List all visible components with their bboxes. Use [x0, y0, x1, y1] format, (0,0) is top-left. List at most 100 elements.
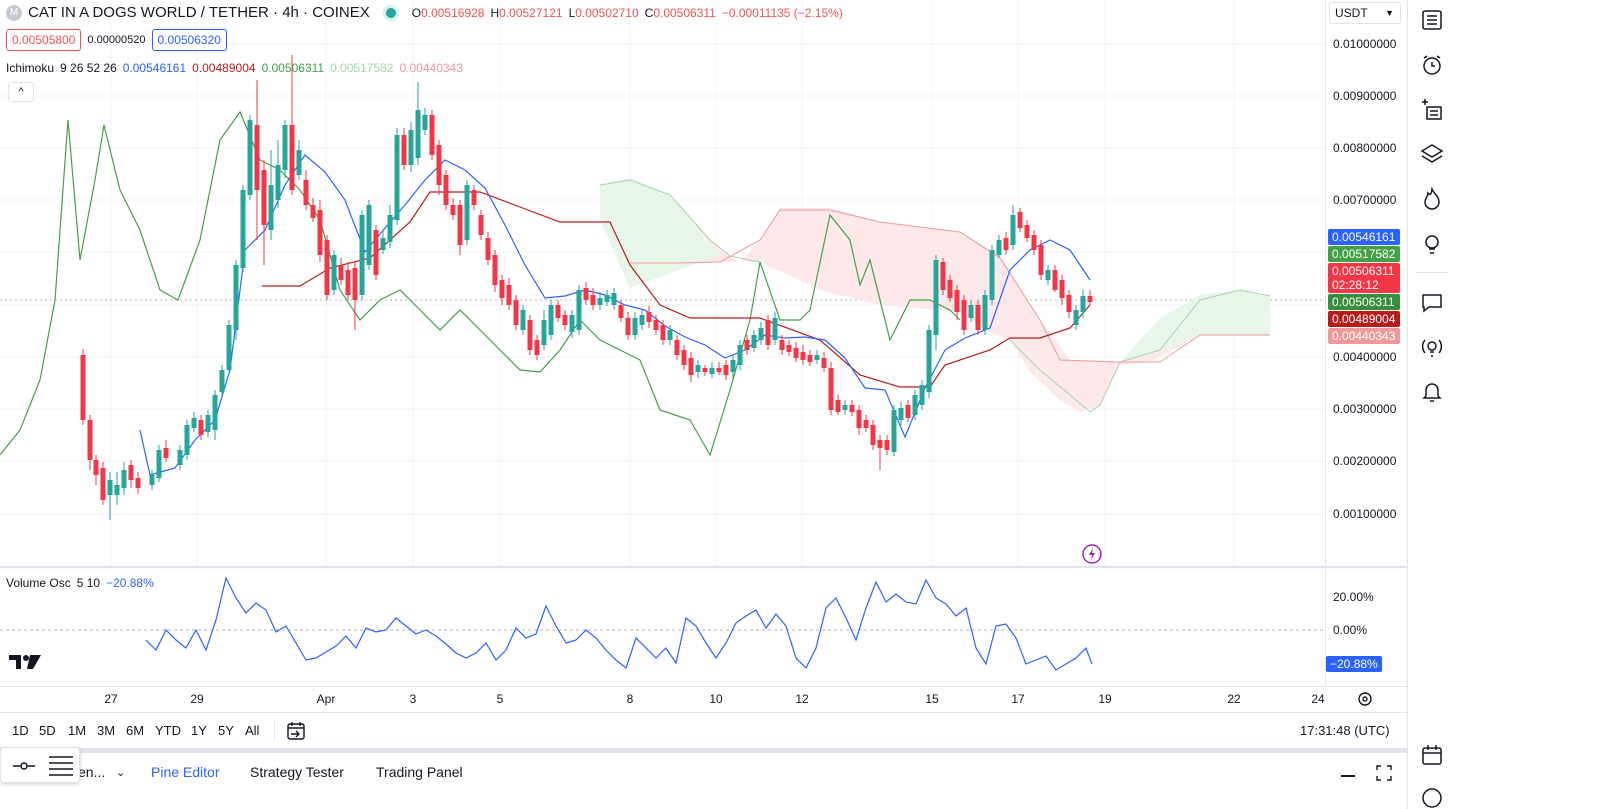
candle-body [569, 315, 575, 332]
candle-body [534, 340, 540, 355]
sell-button[interactable]: 0.00505800 [6, 29, 82, 51]
range-1y-button[interactable]: 1Y [191, 723, 207, 738]
candle-body [80, 355, 86, 420]
candle-body [611, 293, 617, 305]
minimize-icon[interactable] [1341, 775, 1355, 777]
candle-body [191, 418, 197, 428]
goto-date-icon[interactable] [285, 720, 307, 742]
range-6m-button[interactable]: 6M [126, 723, 145, 738]
maximize-icon[interactable] [1374, 763, 1394, 783]
ideas-icon[interactable] [1420, 232, 1444, 256]
candle-body [499, 280, 505, 298]
buy-button[interactable]: 0.00506320 [151, 29, 227, 51]
ichimoku-lead2-value: 0.00440343 [399, 61, 463, 75]
candle-body [527, 320, 533, 350]
broadcast-icon[interactable] [1420, 336, 1444, 360]
currency-select[interactable]: USDT ▼ [1329, 2, 1401, 24]
calendar-icon[interactable] [1420, 743, 1444, 767]
candle-body [905, 405, 911, 418]
candle-body [758, 328, 764, 340]
candle-body [324, 240, 330, 295]
alarm-icon[interactable] [1420, 53, 1444, 77]
tab-strategy-tester[interactable]: Strategy Tester [250, 764, 344, 780]
candle-body [394, 135, 400, 220]
line-tool-icon[interactable] [11, 758, 37, 774]
candle-body [968, 305, 974, 318]
panel-separator[interactable] [0, 748, 1407, 753]
lightning-icon[interactable] [1081, 543, 1103, 565]
tradingview-logo-icon[interactable] [8, 652, 42, 672]
tab-screener[interactable]: en... [78, 764, 106, 780]
price-chart[interactable] [0, 0, 1325, 567]
senkou-b-line [630, 209, 1270, 363]
time-label: 17 [1011, 692, 1025, 706]
candle-body [828, 368, 834, 410]
collapse-legend-button[interactable]: ^ [8, 82, 34, 102]
price-tick: 0.00400000 [1333, 350, 1397, 364]
time-label: 8 [626, 692, 634, 706]
bell-icon[interactable] [1420, 380, 1444, 404]
main-chart-pane[interactable]: M CAT IN A DOGS WORLD / TETHER · 4h · CO… [0, 0, 1325, 567]
tab-trading-panel[interactable]: Trading Panel [376, 764, 463, 780]
range-ytd-button[interactable]: YTD [155, 723, 181, 738]
volume-osc-pane[interactable]: Volume Osc 5 10 −20.88% [0, 568, 1325, 686]
chat-icon[interactable] [1420, 291, 1444, 315]
chevron-down-icon[interactable]: ⌄ [116, 767, 126, 779]
candle-body [548, 305, 554, 335]
menu-lines-icon[interactable] [47, 753, 75, 779]
candle-body [555, 305, 561, 318]
clock-utc[interactable]: 17:31:48 (UTC) [1300, 723, 1390, 738]
candle-body [800, 352, 806, 360]
time-label: 27 [104, 692, 118, 706]
volume-osc-legend[interactable]: Volume Osc 5 10 −20.88% [6, 576, 154, 590]
range-3m-button[interactable]: 3M [97, 723, 116, 738]
candle-body [597, 298, 603, 305]
candle-body [856, 410, 862, 428]
candle-body [415, 110, 421, 158]
range-1d-button[interactable]: 1D [12, 723, 29, 738]
range-5d-button[interactable]: 5D [39, 723, 56, 738]
range-all-button[interactable]: All [245, 723, 260, 738]
tab-pine-editor[interactable]: Pine Editor [151, 764, 220, 780]
pane-divider[interactable] [0, 566, 1407, 568]
osc-last-label: −20.88% [1326, 656, 1382, 672]
candle-body [772, 318, 778, 340]
price-tick: 0.00100000 [1333, 507, 1397, 521]
watchlist-icon[interactable] [1420, 8, 1444, 32]
floating-drawing-toolbar[interactable] [0, 747, 80, 783]
time-axis[interactable]: 27 29 Apr 3 5 8 10 12 15 17 19 22 24 [0, 686, 1407, 712]
candle-body [177, 450, 183, 465]
volume-osc-chart[interactable] [0, 568, 1325, 686]
layers-icon[interactable] [1420, 142, 1444, 166]
blank-margin [1455, 0, 1600, 809]
help-icon[interactable] [1420, 786, 1444, 809]
settings-icon[interactable] [1356, 690, 1374, 708]
candle-body [450, 205, 456, 215]
candle-body [674, 340, 680, 355]
candle-body [492, 255, 498, 285]
candle-body [947, 280, 953, 298]
price-scale[interactable]: USDT ▼ 0.01000000 0.00900000 0.00800000 0… [1325, 0, 1407, 567]
candle-body [709, 368, 715, 374]
last-price-label: 0.00506311 [1328, 263, 1400, 279]
hotlist-icon[interactable] [1420, 186, 1444, 211]
ichimoku-conversion-value: 0.00546161 [122, 61, 187, 75]
time-label: 19 [1098, 692, 1112, 706]
chevron-up-icon: ^ [18, 86, 24, 98]
candle-body [541, 320, 547, 345]
volume-osc-value: −20.88% [106, 576, 154, 590]
candle-body [107, 480, 113, 495]
candle-body [912, 395, 918, 415]
symbol-title[interactable]: CAT IN A DOGS WORLD / TETHER · 4h · COIN… [28, 4, 370, 21]
ichimoku-legend[interactable]: Ichimoku 9 26 52 26 0.00546161 0.0048900… [6, 61, 463, 75]
candle-body [1066, 295, 1072, 312]
bar-countdown-label: 02:28:12 [1328, 277, 1400, 293]
range-5y-button[interactable]: 5Y [218, 723, 234, 738]
add-list-icon[interactable] [1420, 98, 1444, 122]
candle-body [226, 325, 232, 370]
candle-body [338, 265, 344, 280]
osc-scale[interactable]: 20.00% 0.00% −20.88% [1325, 568, 1407, 686]
candle-body [1031, 235, 1037, 250]
candle-body [891, 410, 897, 452]
range-1m-button[interactable]: 1M [68, 723, 87, 738]
